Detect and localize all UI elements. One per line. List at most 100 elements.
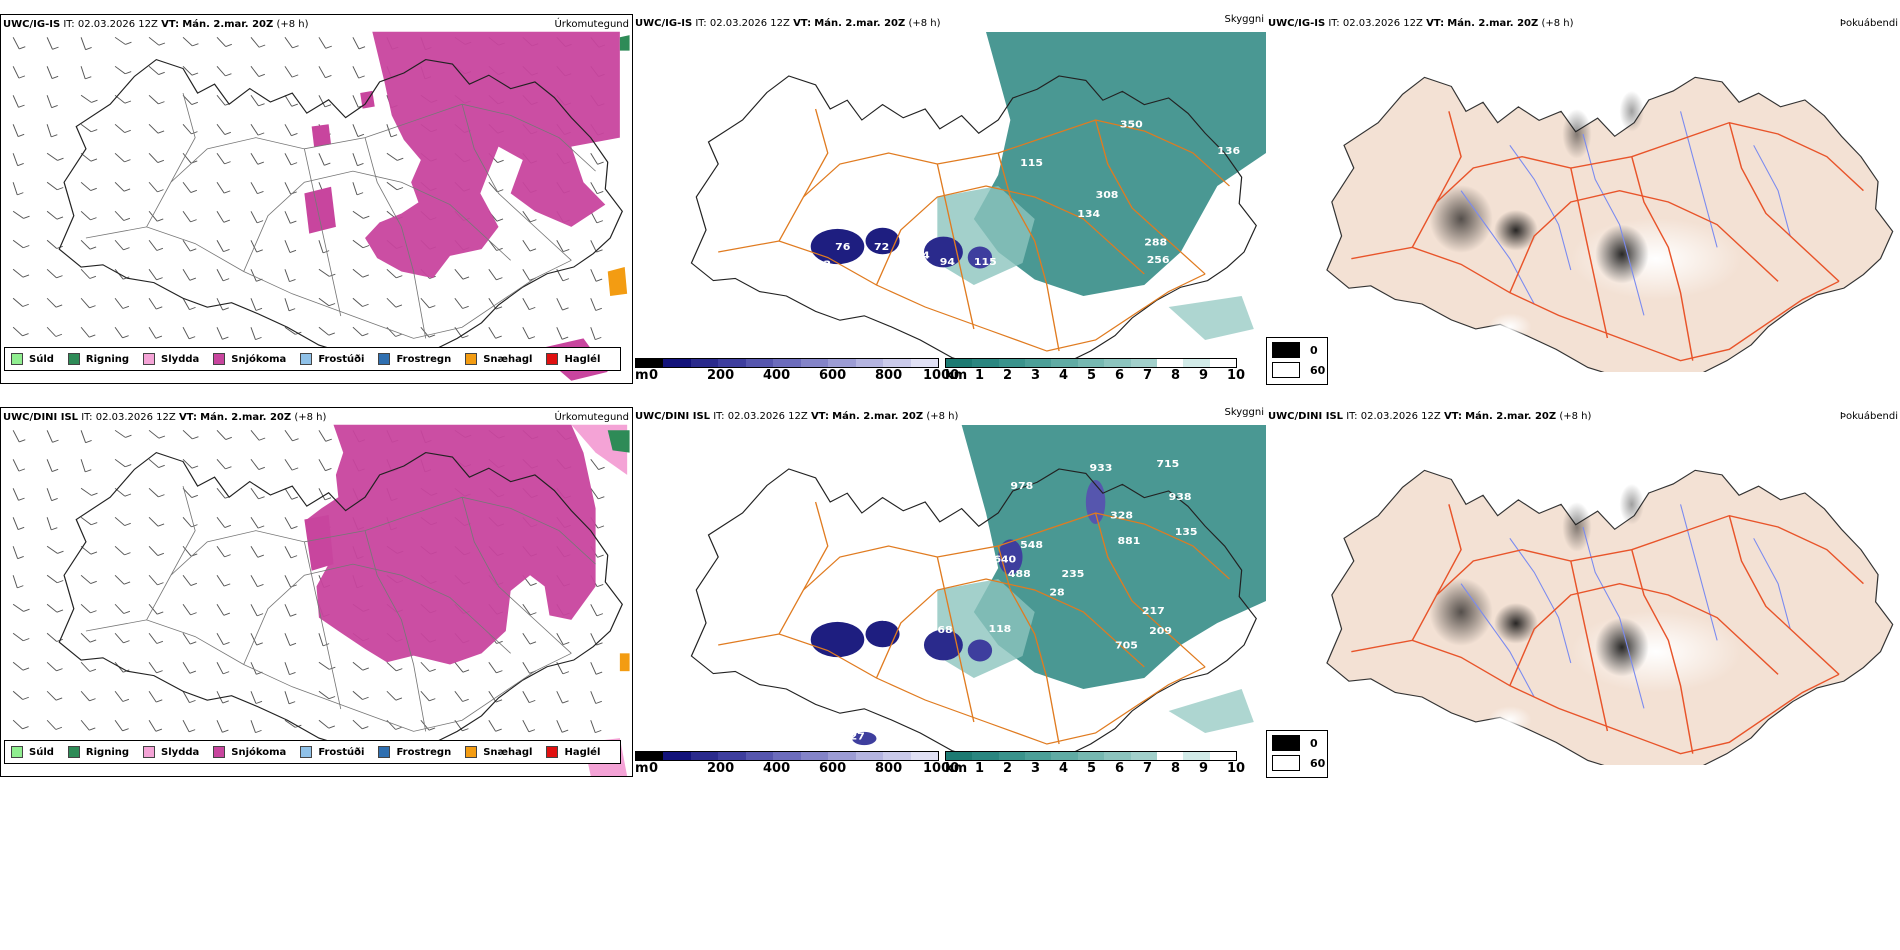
precip-legend-item: Snæhagl xyxy=(465,353,532,365)
legend-swatch xyxy=(546,353,559,365)
precip-legend-item: Haglél xyxy=(546,746,600,758)
model-name: UWC/IG-IS xyxy=(635,18,693,29)
elevation-tick: 0 xyxy=(649,368,659,383)
legend-label: Haglél xyxy=(564,353,601,365)
visibility-value: 28 xyxy=(1049,587,1064,598)
precip-legend: Súld Rigning Slydda Snjókoma Frostúði Frostre… xyxy=(4,740,622,764)
visibility-value: 87 xyxy=(874,612,889,623)
fog-map xyxy=(1266,425,1900,765)
visibility-tick: 9 xyxy=(1199,368,1209,383)
legend-swatch xyxy=(143,353,156,365)
valid-label: VT: xyxy=(1426,18,1445,29)
elevation-bin xyxy=(855,752,884,760)
model-name: UWC/IG-IS xyxy=(3,19,61,30)
elevation-bin xyxy=(773,359,801,367)
visibility-value: 118 xyxy=(988,623,1011,634)
elevation-bin xyxy=(663,359,691,367)
elevation-bin xyxy=(855,359,884,367)
elevation-bin xyxy=(828,752,856,760)
valid-label: VT: xyxy=(793,18,812,29)
visibility-panel: 933 715 978 938 328 135 548 881 640 488 235 28 217 20… xyxy=(633,407,1266,786)
visibility-tick: 6 xyxy=(1115,761,1125,776)
visibility-bin xyxy=(1157,359,1183,367)
visibility-value: 217 xyxy=(1142,606,1165,617)
visibility-bin xyxy=(1183,359,1210,367)
fog-legend: 0 60 xyxy=(1266,337,1328,385)
legend-swatch xyxy=(300,353,313,365)
legend-label: Snjókoma xyxy=(231,746,287,758)
elevation-bin xyxy=(745,359,774,367)
lead-time: (+8 h) xyxy=(1559,411,1592,422)
elevation-tick: 1000 xyxy=(923,761,960,776)
lead-time: (+8 h) xyxy=(926,411,959,422)
lead-time: (+8 h) xyxy=(1541,18,1574,29)
precip-type-panel: UWC/DINI ISL IT: 02.03.2026 12Z VT: Mán.… xyxy=(0,407,633,777)
valid-time: Mán. 2.mar. 20Z xyxy=(200,412,292,423)
init-time: 02.03.2026 12Z xyxy=(709,18,790,29)
elevation-tick: 0 xyxy=(649,761,659,776)
legend-label: Frostúði xyxy=(318,746,365,758)
fog-panel-title: UWC/DINI ISL IT: 02.03.2026 12Z VT: Mán.… xyxy=(1268,411,1591,422)
visibility-bin xyxy=(998,752,1026,760)
visibility-value: 881 xyxy=(1117,535,1140,546)
init-time: 02.03.2026 12Z xyxy=(727,411,808,422)
fog-legend-label: 60 xyxy=(1310,756,1326,770)
legend-swatch xyxy=(11,746,23,758)
fog-legend-label: 0 xyxy=(1310,343,1318,357)
precip-legend-item: Rigning xyxy=(67,353,129,365)
init-time: 02.03.2026 12Z xyxy=(1342,18,1423,29)
visibility-tick: 8 xyxy=(1171,761,1181,776)
fog-indicator-panel: UWC/IG-IS IT: 02.03.2026 12Z VT: Mán. 2.… xyxy=(1266,14,1900,393)
precip-legend-item: Slydda xyxy=(143,353,199,365)
legend-swatch xyxy=(546,746,559,758)
valid-time: Mán. 2.mar. 20Z xyxy=(832,411,924,422)
elevation-bin xyxy=(773,752,801,760)
precip-legend-item: Frostúði xyxy=(300,353,364,365)
valid-label: VT: xyxy=(178,412,197,423)
legend-label: Súld xyxy=(29,746,54,758)
visibility-value: 68 xyxy=(937,624,952,635)
visibility-bin xyxy=(998,359,1026,367)
valid-time: Mán. 2.mar. 20Z xyxy=(1465,411,1557,422)
visibility-value: 80 xyxy=(842,612,857,623)
visibility-tick: 9 xyxy=(1199,761,1209,776)
visibility-bin xyxy=(946,359,973,367)
elevation-bin xyxy=(718,752,746,760)
visibility-bin xyxy=(1157,752,1183,760)
visibility-value: 715 xyxy=(1156,458,1179,469)
fog-legend-item: 0 xyxy=(1272,735,1327,751)
legend-label: Haglél xyxy=(564,746,601,758)
fog-legend-swatch xyxy=(1272,342,1300,358)
legend-swatch xyxy=(465,746,478,758)
legend-swatch xyxy=(300,746,313,758)
legend-label: Snæhagl xyxy=(483,353,533,365)
lead-time: (+8 h) xyxy=(294,412,327,423)
visibility-value: 134 xyxy=(1077,208,1100,219)
elevation-unit: m xyxy=(635,368,649,383)
visibility-value: 102 xyxy=(808,259,831,270)
visibility-tick: 6 xyxy=(1115,368,1125,383)
visibility-value: 209 xyxy=(1149,625,1172,636)
elevation-bin xyxy=(690,359,719,367)
visibility-colorbar: km 1 2 3 4 5 6 7 8 9 10 xyxy=(945,358,1245,388)
legend-swatch xyxy=(213,353,226,365)
elevation-bin xyxy=(663,752,691,760)
valid-label: VT: xyxy=(1443,411,1462,422)
valid-time: Mán. 2.mar. 20Z xyxy=(814,18,906,29)
visibility-tick: 7 xyxy=(1143,761,1153,776)
legend-label: Snjókoma xyxy=(231,353,287,365)
visibility-value: 117 xyxy=(906,618,929,629)
elevation-tick: 200 xyxy=(707,368,735,383)
legend-label: Snæhagl xyxy=(483,746,533,758)
visibility-value: 235 xyxy=(1061,568,1084,579)
precip-type-panel: UWC/IG-IS IT: 02.03.2026 12Z VT: Mán. 2.… xyxy=(0,14,633,384)
visibility-tick: 3 xyxy=(1031,761,1041,776)
visibility-value: 144 xyxy=(907,250,930,261)
visibility-value: 115 xyxy=(974,257,997,268)
precip-panel-title: UWC/IG-IS IT: 02.03.2026 12Z VT: Mán. 2.… xyxy=(3,19,309,30)
elevation-bin xyxy=(745,752,774,760)
visibility-tick: 2 xyxy=(1003,368,1013,383)
valid-time: Mán. 2.mar. 20Z xyxy=(1447,18,1539,29)
visibility-value: 94 xyxy=(940,257,955,268)
precip-map xyxy=(1,15,632,383)
